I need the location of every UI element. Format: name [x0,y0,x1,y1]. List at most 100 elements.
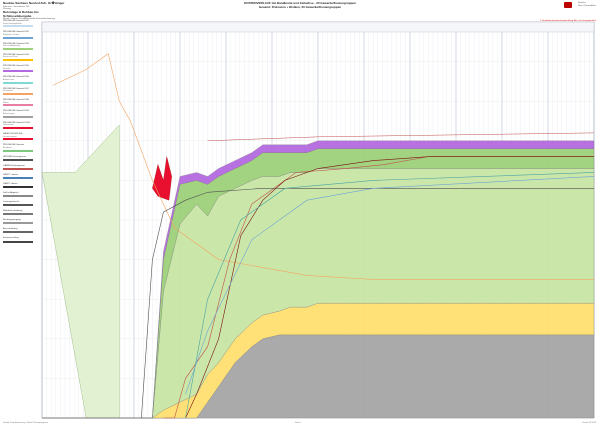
legend-sublabel: Dach und Abdichtung [3,45,21,48]
legend-label: Marktfortschreibung [3,210,23,213]
legend-swatch [3,126,33,129]
header-center: KOSTENVERLAUF mit Bandbreite und Zeitach… [200,1,400,9]
legend-swatch [3,36,33,39]
legend-item: PROGNOSE Gewerk KG1 Rohbau Hauptgebäude [3,20,41,28]
org-note: 1 Grundstücksankaufsentwicklung Mat. (Le… [539,20,596,22]
legend-swatch [3,158,33,161]
legend-label: Soll-Ist Abgleich [3,191,19,194]
legend-label: UNTERE Kostengrenze [3,155,27,158]
legend-swatch [3,104,33,107]
chart-subtitle: Gesamt: Fixkosten + Risiken, 20 Gewerke/… [258,4,342,9]
legend-swatch [3,204,33,207]
area-series [42,140,595,419]
legend-item: PROGNOSE Gewerk KG4 Fenster und Türen [3,53,41,62]
org-block: Bauherr Bau- & Immobilien [578,2,596,8]
legend-swatch [3,47,33,50]
legend-swatch [3,93,33,96]
legend-label: Leistungsbericht [3,201,19,204]
chart-title: KOSTENVERLAUF mit Bandbreite und Zeitach… [244,1,356,5]
legend-swatch [3,59,33,62]
project-subtitle: Beton/age & Rohbau bis Schlüsselübergabe [3,10,39,18]
project-phase: Planung [3,8,12,11]
legend-item: PROGNOSE Gewerk KG2 Erdarbeiten, Verbau [3,31,41,39]
legend-swatch [3,138,33,141]
legend-sublabel: Erdarbeiten, Verbau [3,33,19,36]
footer-right: Stand: 04.2019 [582,422,596,424]
header-right: Bauherr Bau- & Immobilien 1 Grundstücksa… [536,2,596,23]
legend-sublabel: Elektro [3,101,9,104]
line-series [185,156,594,419]
legend-swatch [3,176,33,179]
legend-label: PROGNOSE Gewerk KG7 [3,87,29,90]
legend-item: PROGNOSE Gewerk KG6 Ausbau Innen [3,76,41,84]
legend-swatch [3,81,33,84]
legend-item: PROGNOSE Gewerk KG9 Außenanlagen [3,110,41,118]
project-title: Neubau Sanhaus Neuhof-Sch. Gr�ttinger [3,1,65,5]
legend-swatch [3,149,33,152]
footer-left: Erstellt: Projektsteuerung / Stand: Kost… [3,422,48,424]
legend-sublabel: Außenanlagen [3,112,15,115]
legend-label: Kostenanschlag [3,237,19,240]
legend-swatch [3,222,33,225]
legend-sublabel: Haustechnik [3,90,13,93]
legend-item: LBMOT unterer [3,174,41,179]
legend-swatch [3,240,33,243]
legend-swatch [3,25,33,28]
legend-label: PROGNOSE Gewerk KG10 [3,121,30,124]
legend-label: PROGNOSE Gewerk KG6 [3,76,29,79]
upper-limit-line [207,132,595,142]
legend-item: OBERE Kostengrenze [3,165,41,170]
legend-label: LBMOT oberer [3,182,18,185]
legend-item: PROGNOSE Gewerk KG10 Nebenkosten [3,122,41,129]
line-series [52,53,594,280]
legend-item: PROGNOSE Gewerk KG7 Haustechnik [3,87,41,96]
legend-label: PROGNOSE Gewerk KG2 [3,31,29,34]
legend-item: Nachtragseingang [3,219,41,225]
legend-item: PROGNOSE Gewerk KG3 Dach und Abdichtung [3,43,41,50]
timeline-band [41,21,595,33]
legend-sublabel: Bandbreite [3,146,12,149]
legend-label: PROGNOSE Gewerk KG5 [3,65,29,68]
project-period: Zeitraum - Gesamtzeit: 741 [3,5,30,8]
legend-item: Kostenanschlag [3,237,41,243]
legend: PROGNOSE Gewerk KG1 Rohbau Hauptgebäude PR… [3,20,41,247]
legend-sublabel: Ausbau Innen [3,79,15,82]
legend-swatch [3,70,33,73]
legend-label: LBMOT unterer [3,173,19,176]
line-series [141,188,594,419]
legend-swatch [3,115,33,118]
legend-item: PROGNOSE Gewerk KG8 Elektro [3,99,41,107]
legend-label: PROGNOSE Gewerk KG9 [3,110,29,113]
legend-sublabel: Nebenkosten [3,124,14,127]
budget-corridor [41,124,120,419]
legend-sublabel: Fassade [3,67,10,70]
legend-swatch [3,231,33,234]
project-status: Bauab - Status: Gesamtbaustelle Kostenab… [3,18,55,21]
legend-item: LBMOT oberer [3,183,41,188]
legend-sublabel: Rohbau Hauptgebäude [3,22,22,25]
legend-label: PROGNOSE Gewerk KG8 [3,99,29,102]
legend-sublabel: Gesamtprognose [3,135,17,138]
org-name: Bauherr [578,2,586,4]
legend-swatch [3,185,33,188]
org-sub: Bau- & Immobilien [578,4,596,7]
legend-label: PROGNOSE Gesamt [3,144,24,147]
legend-label: PROGNOSE Gewerk KG1 [3,20,29,22]
legend-swatch [3,213,33,216]
legend-item: Ausschreibung [3,228,41,234]
footer-page: Seite 1 [295,422,302,424]
legend-label: OBERE Kostengrenze [3,164,25,167]
legend-item: PROGNOSE Gesamt Bandbreite [3,144,41,152]
legend-sublabel: Fenster und Türen [3,56,18,59]
legend-swatch [3,195,33,198]
legend-label: PROGNOSE Gewerk KG4 [3,53,29,56]
legend-label: Nachtragseingang [3,219,21,222]
legend-item: PROGNOSE Gewerk KG5 Fassade [3,65,41,73]
legend-item: Leistungsbericht [3,201,41,207]
organization-logo [563,2,572,8]
legend-label: PROGNOSE Gewerk KG3 [3,42,29,45]
header-left: Neubau Sanhaus Neuhof-Sch. Gr�ttinger Ze… [3,1,67,21]
legend-item: Soll-Ist Abgleich [3,191,41,198]
legend-item: Marktfortschreibung [3,210,41,216]
